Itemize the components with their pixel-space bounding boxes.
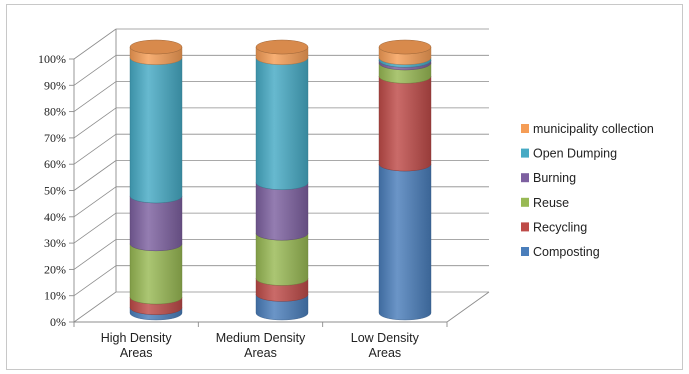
bar-segment-composting [378,164,432,321]
bar-top-cap [255,39,309,55]
bar-top-cap [378,39,432,55]
bar-stack [378,39,432,321]
bars [129,39,432,321]
legend-label: Reuse [533,196,569,210]
category-label: Areas [120,346,153,360]
y-tick-label: 40% [44,210,66,224]
category-label: High Density [101,331,173,345]
side-gridline [73,186,117,218]
legend: municipality collection Open Dumping Burni… [521,122,654,259]
y-tick-label: 10% [44,289,66,303]
legend-label: Open Dumping [533,147,617,161]
bar-segment-reuse [255,233,309,286]
bar-segment-burning [129,195,183,252]
y-tick-label: 30% [44,236,66,250]
bar-segment-open-dumping [129,57,183,204]
side-gridline [73,212,117,244]
side-gridline [73,160,117,191]
legend-label: Recycling [533,220,587,234]
side-gridline [73,54,117,86]
bar-segment-recycling [378,76,432,172]
y-tick-label: 20% [44,262,66,276]
y-tick-label: 0% [50,315,66,329]
legend-swatch [521,197,529,207]
category-label: Low Density [351,331,420,345]
legend-swatch [521,124,529,133]
legend-swatch [521,247,529,256]
bar-segment-burning [255,182,309,241]
y-tick-label: 50% [44,184,66,198]
legend-label: Burning [533,171,576,185]
floor-right-edge [446,291,490,323]
legend-label: Composting [533,245,600,259]
side-gridline [73,265,117,297]
bar-segment-open-dumping [255,57,309,190]
side-gridline [73,107,117,139]
category-label: Areas [244,346,277,360]
side-gridline [73,291,117,323]
bar-segment-reuse [129,243,183,305]
category-label: Medium Density [216,331,306,345]
legend-swatch [521,148,529,158]
side-gridline [73,81,117,112]
legend-swatch [521,222,529,232]
side-gridline [73,133,117,165]
bar-stack [255,39,309,321]
legend-swatch [521,173,529,183]
side-gridline [73,28,117,60]
bar-stack [129,39,183,321]
category-label: Areas [369,346,402,360]
y-tick-label: 80% [44,105,66,119]
y-tick-label: 100% [38,52,66,66]
bar-top-cap [129,39,183,55]
y-tick-label: 60% [44,157,66,171]
side-gridline [73,239,117,270]
y-tick-label: 90% [44,78,66,92]
y-axis-ticks: 0% 10% 20% 30% 40% 50% 60% 70% 80% 90% 100% [38,52,74,329]
legend-label: municipality collection [533,122,654,136]
y-tick-label: 70% [44,131,66,145]
